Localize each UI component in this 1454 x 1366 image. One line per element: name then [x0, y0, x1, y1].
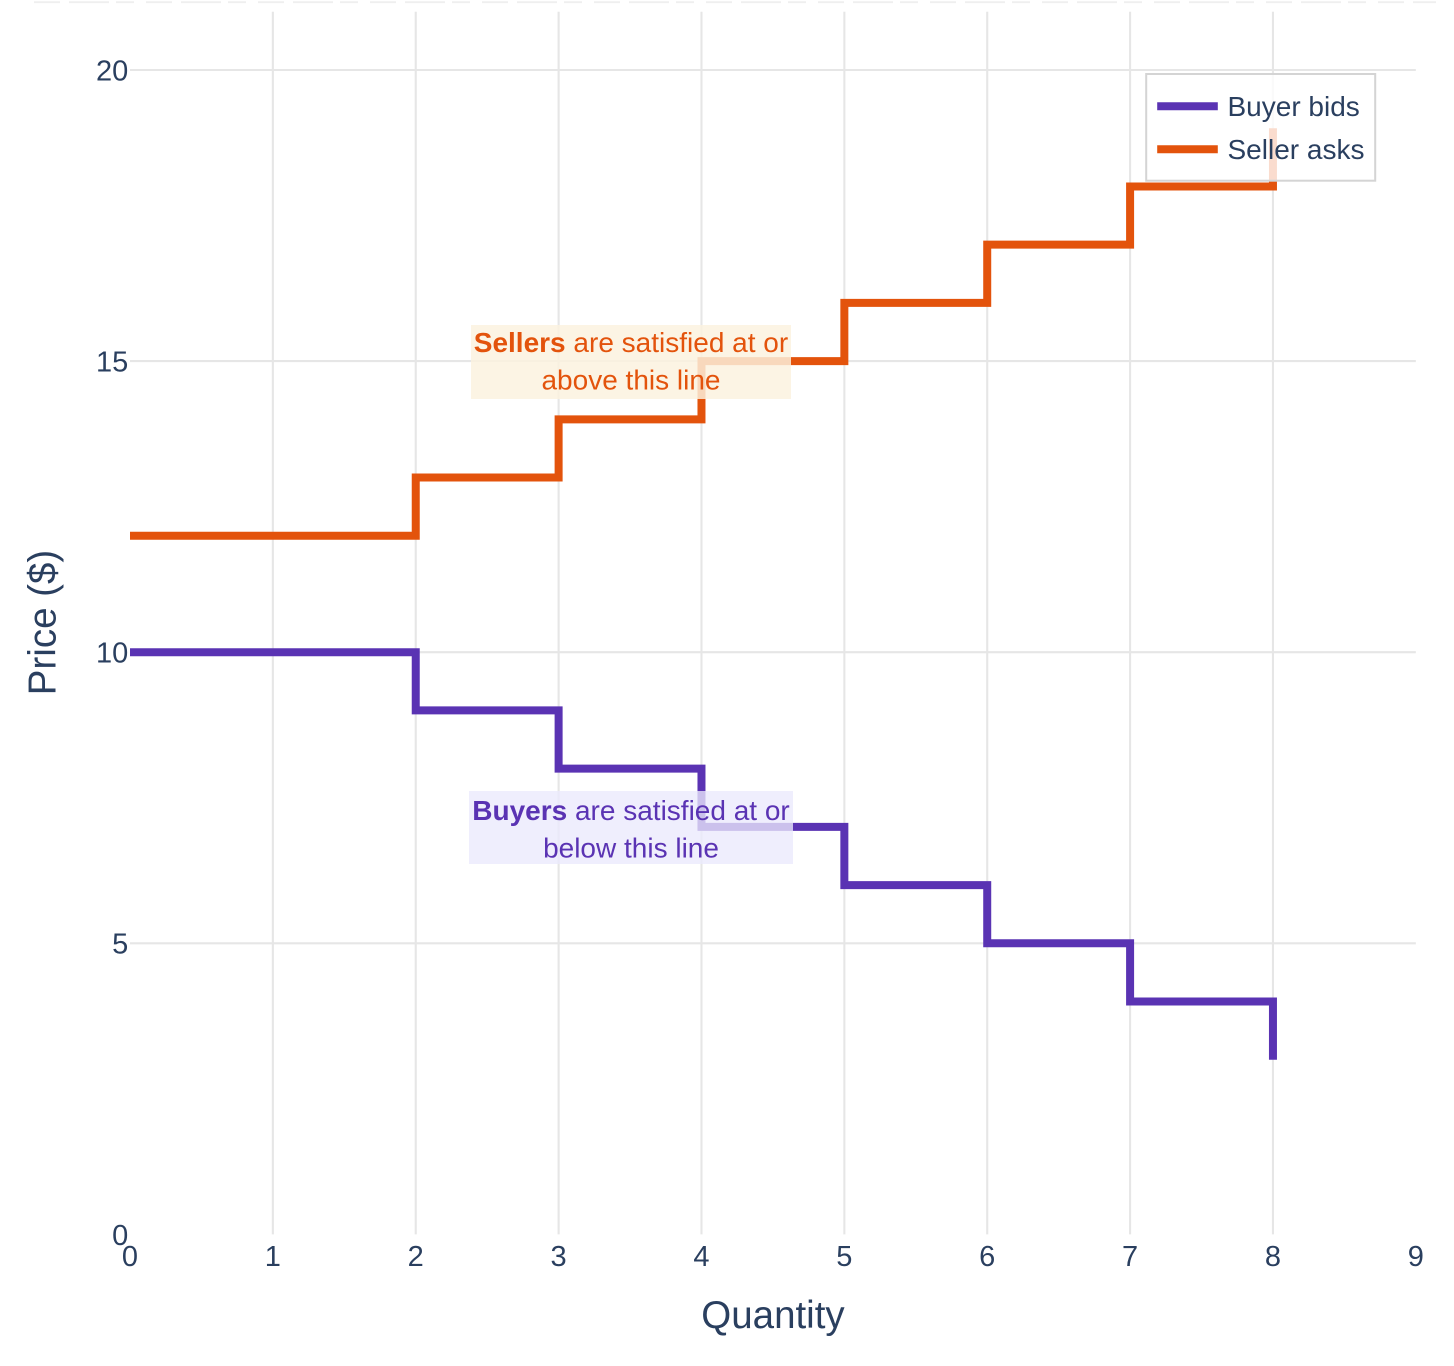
svg-text:20: 20	[96, 55, 128, 87]
svg-text:1: 1	[265, 1241, 281, 1273]
svg-text:Buyer bids: Buyer bids	[1228, 91, 1360, 122]
svg-text:0: 0	[112, 1220, 128, 1252]
svg-text:15: 15	[96, 347, 128, 379]
svg-text:3: 3	[551, 1241, 567, 1273]
svg-text:7: 7	[1122, 1241, 1138, 1273]
svg-text:5: 5	[836, 1241, 852, 1273]
svg-text:above this line: above this line	[541, 365, 720, 396]
svg-text:2: 2	[408, 1241, 424, 1273]
svg-text:9: 9	[1408, 1241, 1424, 1273]
svg-text:8: 8	[1265, 1241, 1281, 1273]
svg-text:Sellers are satisfied at or: Sellers are satisfied at or	[474, 327, 788, 358]
svg-text:Quantity: Quantity	[701, 1294, 845, 1337]
svg-text:Price ($): Price ($)	[21, 550, 64, 695]
svg-text:6: 6	[979, 1241, 995, 1273]
svg-text:Buyers are satisfied at or: Buyers are satisfied at or	[472, 795, 790, 826]
svg-text:Seller asks: Seller asks	[1228, 134, 1365, 165]
svg-text:4: 4	[693, 1241, 709, 1273]
svg-text:10: 10	[96, 638, 128, 670]
svg-text:below this line: below this line	[543, 833, 719, 864]
svg-text:5: 5	[112, 929, 128, 961]
svg-text:0: 0	[122, 1241, 138, 1273]
